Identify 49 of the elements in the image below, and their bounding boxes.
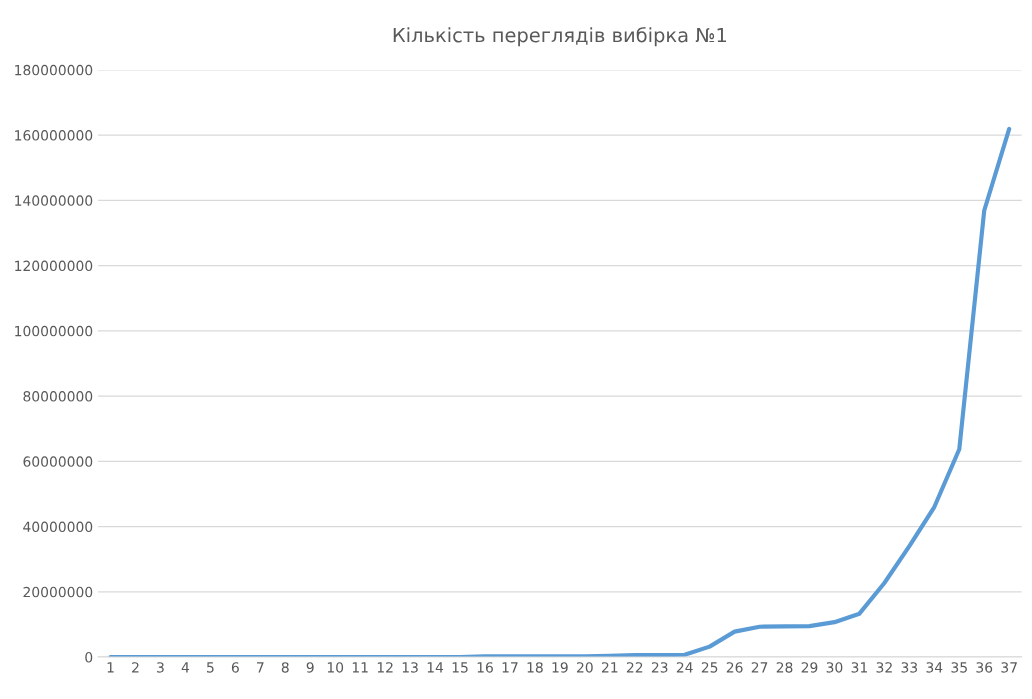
y-tick-label: 40000000	[23, 521, 93, 533]
x-tick-label: 8	[281, 662, 289, 673]
x-tick-label: 18	[527, 662, 543, 673]
chart-title: Кількість переглядів вибірка №1	[393, 27, 727, 47]
x-tick-label: 33	[901, 662, 918, 673]
x-tick-label: 27	[751, 662, 768, 673]
y-tick-label: 80000000	[23, 391, 93, 402]
y-tick-label: 100000000	[15, 325, 93, 337]
x-tick-label: 28	[776, 662, 793, 673]
x-tick-label: 6	[231, 662, 239, 673]
y-tick-label: 60000000	[23, 456, 93, 467]
y-tick-label: 0	[85, 652, 93, 663]
x-tick-label: 11	[352, 662, 368, 673]
x-tick-label: 23	[651, 662, 668, 673]
y-tick-label: 160000000	[15, 130, 93, 141]
y-tick-label: 120000000	[15, 260, 93, 272]
x-tick-label: 36	[976, 662, 993, 673]
x-tick-label: 3	[157, 662, 164, 673]
x-tick-label: 29	[801, 662, 818, 673]
y-tick-label: 20000000	[23, 586, 93, 598]
x-tick-label: 26	[726, 662, 743, 673]
line-series	[108, 126, 1012, 658]
x-tick-label: 10	[327, 662, 344, 673]
x-tick-label: 20	[577, 662, 593, 673]
x-tick-label: 15	[452, 662, 468, 673]
x-tick-label: 17	[502, 662, 518, 673]
x-tick-label: 16	[477, 662, 493, 673]
y-tick-label: 140000000	[15, 195, 93, 206]
x-tick-label: 13	[402, 662, 418, 673]
x-tick-label: 35	[951, 662, 967, 673]
x-tick-label: 14	[427, 662, 444, 673]
x-tick-label: 25	[701, 662, 718, 673]
x-tick-label: 12	[377, 662, 393, 673]
x-tick-label: 1	[107, 662, 114, 673]
x-tick-label: 37	[1001, 662, 1017, 673]
x-tick-label: 24	[676, 662, 693, 673]
x-tick-label: 4	[181, 662, 190, 673]
x-tick-label: 22	[626, 662, 643, 673]
x-tick-label: 9	[306, 662, 314, 673]
x-tick-label: 5	[207, 662, 214, 673]
x-tick-label: 32	[876, 662, 892, 673]
x-tick-label: 21	[601, 662, 618, 673]
x-tick-label: 31	[851, 662, 867, 673]
x-tick-label: 34	[926, 662, 943, 673]
x-tick-label: 30	[826, 662, 843, 673]
x-tick-label: 7	[257, 662, 264, 673]
y-tick-label: 180000000	[15, 64, 93, 76]
x-tick-label: 19	[552, 662, 568, 673]
x-tick-label: 2	[132, 662, 139, 673]
